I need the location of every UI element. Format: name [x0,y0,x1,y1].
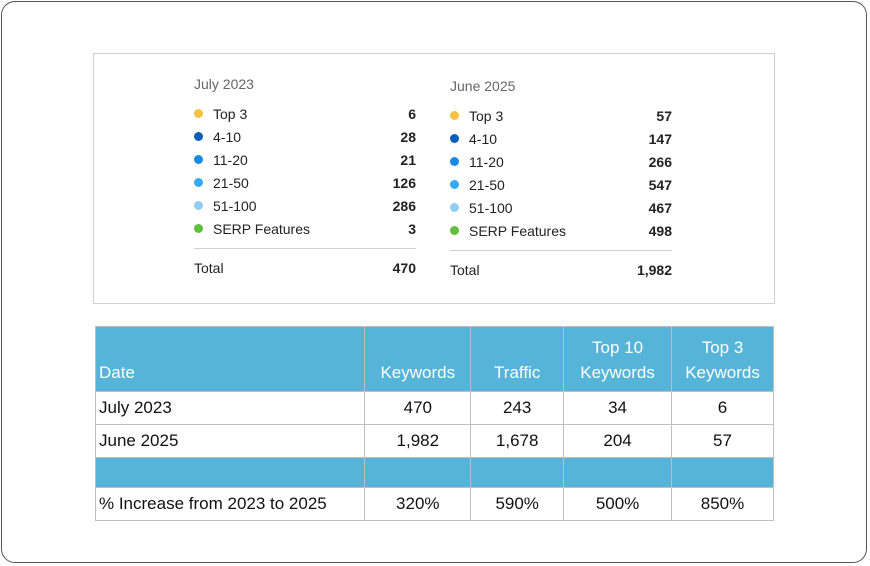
table-cell: 1,982 [364,424,472,458]
ranking-row-label: 21-50 [469,176,505,193]
header-top-3-keywords: Top 3 Keywords [671,326,774,392]
ranking-row-label: 51-100 [213,197,257,214]
legend-dot-icon [450,111,459,120]
comparison-table: Date Keywords Traffic Top 10 Keywords To… [94,326,774,521]
ranking-row-label: SERP Features [469,222,567,239]
ranking-row-value: 547 [648,176,672,193]
table-cell [470,457,565,488]
header-date: Date [94,326,366,392]
table-cell [94,457,366,488]
ranking-row-label: Top 3 [213,105,248,122]
ranking-total-row: Total 470 [194,253,416,283]
total-value: 470 [392,260,416,276]
header-keywords: Keywords [364,326,472,392]
legend-dot-icon [450,157,459,166]
ranking-row-value: 126 [392,174,416,191]
table-cell: 320% [364,487,472,521]
ranking-row-top-3: Top 3 57 [450,104,672,127]
divider [450,250,672,251]
ranking-row-11-20: 11-20 21 [194,148,416,171]
ranking-row-label: 11-20 [213,151,248,168]
ranking-row-21-50: 21-50 126 [194,171,416,194]
table-row: June 2025 1,982 1,678 204 57 [94,424,774,458]
ranking-row-label: Top 3 [469,107,504,124]
ranking-row-label: 21-50 [213,174,249,191]
ranking-row-4-10: 4-10 147 [450,127,672,150]
table-summary-row: % Increase from 2023 to 2025 320% 590% 5… [94,487,774,521]
ranking-column-june-2025: June 2025 Top 3 57 4-10 147 11-20 266 21… [450,78,672,285]
table-cell: July 2023 [94,391,366,425]
ranking-row-value: 21 [400,151,416,168]
legend-dot-icon [450,226,459,235]
ranking-row-label: 11-20 [469,153,504,170]
total-label: Total [450,262,480,278]
ranking-row-label: SERP Features [213,220,311,237]
table-cell: 204 [563,424,673,458]
table-cell [563,457,673,488]
ranking-row-value: 3 [408,220,416,237]
ranking-row-serp-features: SERP Features 3 [194,217,416,240]
table-cell: 57 [671,424,774,458]
ranking-row-value: 57 [656,107,672,124]
legend-dot-icon [194,178,203,187]
legend-dot-icon [194,155,203,164]
table-cell: 500% [563,487,673,521]
legend-dot-icon [194,132,203,141]
table-cell: 6 [671,391,774,425]
divider [194,248,416,249]
table-spacer-row [94,457,774,488]
ranking-column-july-2023: July 2023 Top 3 6 4-10 28 11-20 21 21-50… [194,76,416,283]
legend-dot-icon [450,134,459,143]
table-cell [671,457,774,488]
table-cell: 850% [671,487,774,521]
legend-dot-icon [194,109,203,118]
legend-dot-icon [450,180,459,189]
ranking-row-51-100: 51-100 467 [450,196,672,219]
table-header-row: Date Keywords Traffic Top 10 Keywords To… [94,326,774,392]
legend-dot-icon [450,203,459,212]
ranking-row-51-100: 51-100 286 [194,194,416,217]
ranking-row-label: 4-10 [469,130,498,147]
ranking-row-11-20: 11-20 266 [450,150,672,173]
ranking-row-value: 498 [648,222,672,239]
ranking-row-value: 28 [400,128,416,145]
column-title: June 2025 [450,78,516,94]
total-value: 1,982 [636,262,672,278]
ranking-row-top-3: Top 3 6 [194,102,416,125]
ranking-row-serp-features: SERP Features 498 [450,219,672,242]
legend-dot-icon [194,224,203,233]
ranking-row-21-50: 21-50 547 [450,173,672,196]
table-cell: 243 [470,391,565,425]
total-label: Total [194,260,224,276]
header-top-10-keywords: Top 10 Keywords [563,326,673,392]
ranking-row-value: 147 [648,130,672,147]
ranking-row-value: 286 [392,197,416,214]
ranking-distribution-card: July 2023 Top 3 6 4-10 28 11-20 21 21-50… [93,53,775,304]
ranking-row-value: 6 [408,105,416,122]
table-cell: 470 [364,391,472,425]
legend-dot-icon [194,201,203,210]
table-cell: June 2025 [94,424,366,458]
ranking-row-4-10: 4-10 28 [194,125,416,148]
ranking-row-value: 266 [648,153,672,170]
ranking-row-value: 467 [648,199,672,216]
table-row: July 2023 470 243 34 6 [94,391,774,425]
column-title: July 2023 [194,76,254,92]
table-cell: 590% [470,487,565,521]
table-cell [364,457,472,488]
table-cell: 1,678 [470,424,565,458]
ranking-row-label: 4-10 [213,128,242,145]
header-traffic: Traffic [470,326,565,392]
ranking-total-row: Total 1,982 [450,255,672,285]
table-cell: 34 [563,391,673,425]
table-cell: % Increase from 2023 to 2025 [94,487,366,521]
ranking-row-label: 51-100 [469,199,513,216]
